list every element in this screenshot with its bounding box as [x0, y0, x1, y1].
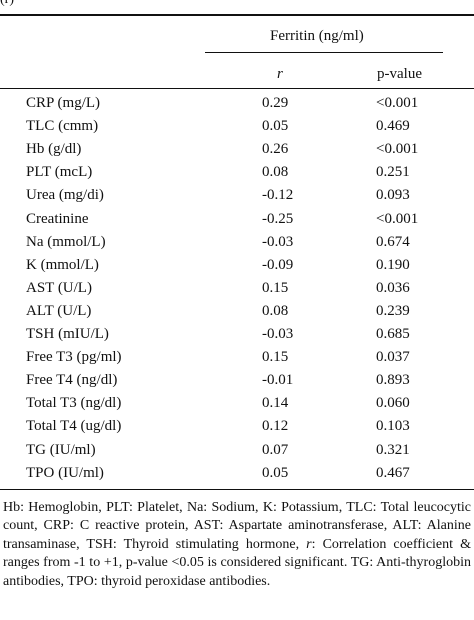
- table-row-p: 0.037: [376, 349, 410, 366]
- table-row-label: K (mmol/L): [26, 256, 99, 273]
- footnote-r-symbol: r: [306, 536, 312, 552]
- table-row-p: 0.103: [376, 418, 410, 435]
- table-row-r: 0.29: [262, 95, 289, 111]
- table-footnote: Hb: Hemoglobin, PLT: Platelet, Na: Sodiu…: [3, 499, 471, 591]
- table-row-r: -0.03: [262, 326, 294, 342]
- table-row-p: 0.674: [376, 233, 410, 250]
- caption-fragment: (r): [0, 0, 14, 8]
- table-row-label: TPO (IU/ml): [26, 464, 104, 481]
- table-row-p: 0.251: [376, 164, 410, 181]
- table-bottom-rule: [0, 489, 474, 490]
- table-row-label: TLC (cmm): [26, 118, 99, 135]
- table-row-r: 0.05: [262, 118, 289, 135]
- table-row-r: 0.05: [262, 464, 289, 481]
- table-row-r: 0.08: [262, 164, 289, 181]
- table-row-label: Free T3 (pg/ml): [26, 349, 122, 366]
- table-row-p: 0.093: [376, 187, 410, 204]
- table-row-r: 0.12: [262, 418, 289, 435]
- table-row-label: ALT (U/L): [26, 302, 92, 319]
- table-row-p: 0.685: [376, 326, 410, 342]
- table-row-r: -0.01: [262, 372, 294, 389]
- table-row-r: -0.09: [262, 256, 294, 273]
- table-row-label: Total T3 (ng/dl): [26, 395, 122, 412]
- table-row-p: <0.001: [376, 210, 419, 227]
- table-row-p: 0.321: [376, 441, 410, 458]
- table-row-label: Urea (mg/di): [26, 187, 104, 204]
- header-sub-rule: [205, 52, 443, 53]
- table-row-label: PLT (mcL): [26, 164, 93, 181]
- table-row-p: 0.060: [376, 395, 410, 412]
- table-row-p: 0.467: [376, 464, 410, 481]
- table-row-label: Free T4 (ng/dl): [26, 372, 118, 389]
- header-bottom-rule: [0, 88, 474, 89]
- table-row-label: AST (U/L): [26, 279, 92, 296]
- table-row-r: -0.25: [262, 210, 294, 227]
- table-row-label: Na (mmol/L): [26, 233, 106, 250]
- table-row-r: 0.07: [262, 441, 289, 458]
- table-row-r: 0.08: [262, 302, 289, 319]
- header-p-value: p-value: [377, 66, 422, 82]
- table-row-label: TG (IU/ml): [26, 441, 96, 458]
- table-row-label: Total T4 (ug/dl): [26, 418, 122, 435]
- table-row-r: 0.14: [262, 395, 289, 412]
- table-row-p: <0.001: [376, 141, 419, 158]
- table-row-p: 0.036: [376, 279, 410, 296]
- table-row-label: TSH (mIU/L): [26, 326, 109, 342]
- footnote-part1: Hb: Hemoglobin, PLT: Platelet, Na: Sodiu…: [3, 500, 471, 552]
- footnote-part2: : Correlation coefficient & ranges from …: [3, 536, 471, 589]
- table-row-p: 0.469: [376, 118, 410, 135]
- table-row-p: <0.001: [376, 95, 419, 111]
- table-row-p: 0.239: [376, 302, 410, 319]
- table-row-r: -0.12: [262, 187, 294, 204]
- table-row-label: Creatinine: [26, 210, 89, 227]
- table-row-p: 0.893: [376, 372, 410, 389]
- header-r: r: [277, 66, 283, 82]
- table-row-label: CRP (mg/L): [26, 95, 101, 111]
- table-row-p: 0.190: [376, 256, 410, 273]
- table-row-r: 0.15: [262, 279, 289, 296]
- table-row-r: 0.26: [262, 141, 289, 158]
- table-top-rule: [0, 14, 474, 16]
- table-row-label: Hb (g/dl): [26, 141, 82, 158]
- table-row-r: 0.15: [262, 349, 289, 366]
- table-row-r: -0.03: [262, 233, 294, 250]
- header-ferritin: Ferritin (ng/ml): [270, 28, 364, 44]
